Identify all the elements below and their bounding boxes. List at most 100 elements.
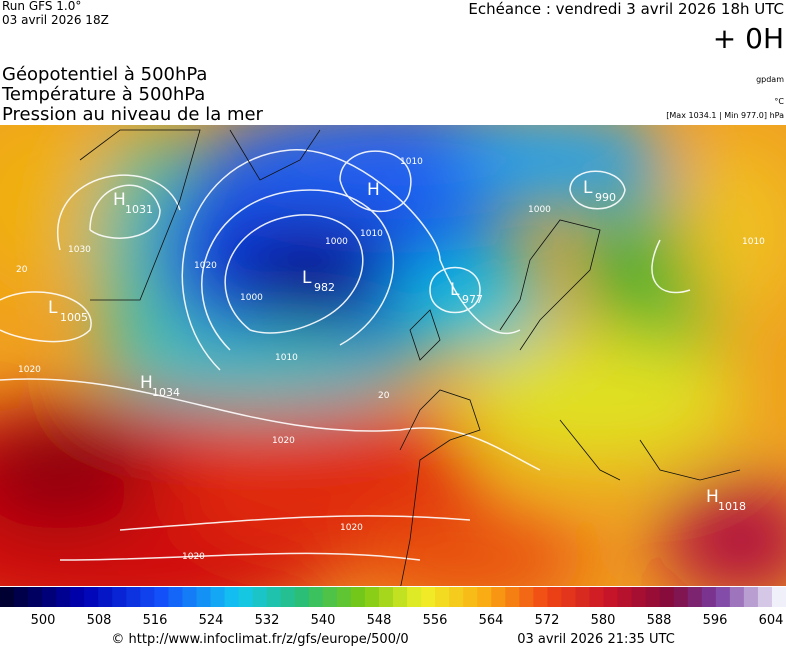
colorbar-swatch [98,587,113,607]
center-value: 1031 [125,203,153,216]
center-symbol: L [48,298,58,318]
colorbar-swatch [350,587,366,607]
colorbar-swatch [56,587,71,607]
colorbar-swatch [224,587,240,607]
center-value: 982 [314,281,335,294]
center-value: 1018 [718,500,746,513]
isobar-label: 1010 [275,353,298,363]
colorbar-tick-label: 564 [479,613,504,628]
isobar-label: 1010 [360,229,383,239]
colorbar-swatch [70,587,85,607]
title: Géopotentiel à 500hPa [2,64,207,85]
isobar-label: 1000 [325,237,348,247]
colorbar-swatch [449,587,464,607]
isobar-label: 1020 [182,552,205,562]
colorbar-tick-label: 604 [759,613,784,628]
colorbar-swatch [14,587,29,607]
colorbar-swatch [575,587,590,607]
colorbar-swatch [757,587,773,607]
colorbar-tick-label: 532 [255,613,280,628]
isobars [0,149,691,561]
center-value: 1034 [152,386,180,399]
timestamp: 03 avril 2026 21:35 UTC [517,632,675,647]
colorbar-swatch [519,587,534,607]
colorbar-swatch [687,587,703,607]
colorbar-swatch [280,587,296,607]
colorbar-swatch [266,587,282,607]
colorbar-swatch [0,587,15,607]
colorbar-swatch [463,587,478,607]
colorbar-swatch [210,587,226,607]
colorbar-swatch [378,587,394,607]
title: Pression au niveau de la mer [2,104,264,125]
colorbar-swatch [393,587,408,607]
colorbar-swatch [631,587,647,607]
colorbar: 500 508 516 524 532 540 548 556 564 572 580 588 596 6… [0,587,786,628]
colorbar-swatch [743,587,759,607]
colorbar-tick-label: 572 [535,613,560,628]
center-value: 1005 [60,311,88,324]
colorbar-swatch [673,587,689,607]
colorbar-swatch [701,587,717,607]
colorbar-swatch [154,587,169,607]
isobar-label: 1000 [528,205,551,215]
colorbar-swatch [252,587,268,607]
isobar-label: 1020 [194,261,217,271]
isobar-label: 1020 [18,365,41,375]
center-symbol: H [706,487,719,507]
colorbar-swatch [238,587,254,607]
isobar-label: 1010 [400,157,423,167]
forecast-offset: + 0H [713,22,784,55]
colorbar-swatch [491,587,506,607]
run-label: Run GFS 1.0° [2,0,81,13]
colorbar-swatch [617,587,633,607]
colorbar-swatch [533,587,548,607]
colorbar-swatch [729,587,745,607]
colorbar-swatch [294,587,310,607]
colorbar-swatch [561,587,576,607]
coastlines [79,129,741,586]
colorbar-swatch [112,587,127,607]
colorbar-tick-label: 500 [31,613,56,628]
map [0,125,786,586]
colorbar-tick-label: 524 [199,613,224,628]
colorbar-swatch [322,587,338,607]
colorbar-tick-label: 540 [311,613,336,628]
colorbar-swatch [140,587,155,607]
colorbar-swatch [126,587,141,607]
colorbar-tick-label: 556 [423,613,448,628]
center-value: 990 [595,191,616,204]
colorbar-tick-label: 580 [591,613,616,628]
run-date: 03 avril 2026 18Z [2,13,109,27]
unit: gpdam [756,75,784,84]
center-symbol: H [140,373,153,393]
isobar-label: 20 [16,265,28,275]
unit: [Max 1034.1 | Min 977.0] hPa [666,111,784,120]
isobar-label: 1030 [68,245,91,255]
center-symbol: L [450,280,460,300]
isobar-label: 20 [378,391,390,401]
colorbar-tick-label: 596 [703,613,728,628]
colorbar-swatch [603,587,619,607]
colorbar-swatch [477,587,492,607]
colorbar-tick-label: 548 [367,613,392,628]
colorbar-swatch [336,587,352,607]
colorbar-swatch [196,587,212,607]
colorbar-swatch [407,587,422,607]
source-url: © http://www.infoclimat.fr/z/gfs/europe/… [111,632,408,647]
colorbar-swatch [42,587,57,607]
isobar-label: 1020 [272,436,295,446]
colorbar-swatch [28,587,43,607]
colorbar-swatch [364,587,380,607]
unit: °C [774,97,784,106]
forecast-time: Echéance : vendredi 3 avril 2026 18h UTC [468,0,784,18]
colorbar-swatch [84,587,99,607]
center-value: 977 [462,293,483,306]
colorbar-swatch [168,587,183,607]
colorbar-swatch [547,587,562,607]
colorbar-swatch [771,587,786,607]
colorbar-tick-label: 508 [87,613,112,628]
colorbar-swatch [182,587,197,607]
center-symbol: L [302,268,312,288]
